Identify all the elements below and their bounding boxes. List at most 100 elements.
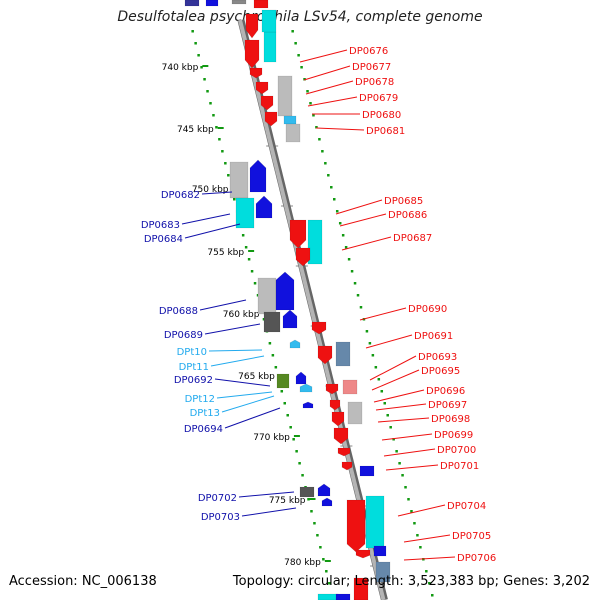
leader-line	[397, 504, 446, 517]
scale-dot	[330, 186, 333, 189]
scale-dot	[321, 150, 324, 153]
scale-dot	[262, 318, 266, 321]
scale-dot	[212, 114, 215, 117]
leader-line	[241, 507, 297, 517]
gene-feature	[373, 545, 387, 557]
scale-dot	[312, 114, 315, 117]
scale-dot	[425, 570, 428, 573]
gene-label: DP0685	[384, 196, 423, 207]
gene-feature	[205, 0, 219, 7]
scale-dot	[338, 222, 342, 225]
gene-feature	[283, 115, 297, 125]
gene-feature	[317, 345, 333, 365]
scale-dot	[416, 534, 419, 537]
leader-line	[375, 403, 427, 411]
gene-feature	[245, 13, 259, 39]
scale-dot	[247, 258, 251, 261]
scale-dot	[395, 450, 398, 453]
gene-label: DP0681	[366, 126, 405, 137]
leader-line	[224, 407, 281, 429]
scale-dot	[319, 546, 322, 549]
scale-dot	[227, 174, 230, 177]
leader-line	[199, 299, 247, 311]
scale-dot	[221, 150, 224, 153]
gene-label: DP0688	[159, 306, 198, 317]
scale-label: 765 kbp	[238, 372, 275, 382]
scale-dot	[341, 234, 345, 237]
scale-dot	[197, 54, 200, 57]
gene-feature	[249, 67, 263, 79]
gene-label: DP0686	[388, 210, 427, 221]
gene-label: DP0702	[198, 493, 237, 504]
gene-label: DP0684	[144, 234, 183, 245]
scale-dot	[353, 282, 357, 285]
gene-label: DP0693	[418, 352, 457, 363]
gene-feature	[253, 0, 269, 9]
gene-label: DP0704	[447, 501, 486, 512]
leader-line	[305, 80, 354, 95]
scale-dot	[200, 66, 203, 69]
gene-feature	[335, 593, 351, 600]
gene-feature	[375, 561, 391, 583]
leader-line	[210, 355, 265, 367]
scale-dot	[419, 546, 422, 549]
scale-dot	[203, 78, 206, 81]
genome-title: Desulfotalea psychrophila LSv54, complet…	[117, 9, 483, 25]
leader-line	[377, 417, 430, 423]
scale-dot	[413, 522, 416, 525]
gene-feature	[321, 497, 333, 507]
scale-label: 775 kbp	[269, 496, 306, 506]
gene-feature	[282, 309, 298, 329]
scale-dot	[356, 294, 360, 297]
scale-dot	[194, 42, 197, 45]
scale-dot	[306, 90, 309, 93]
scale-dot	[291, 30, 294, 33]
gene-feature	[299, 486, 315, 498]
leader-line	[403, 556, 456, 561]
leader-line	[238, 491, 295, 498]
gene-feature	[244, 39, 260, 69]
scale-dot	[253, 282, 257, 285]
gene-label: DP0692	[174, 375, 213, 386]
gene-label: DP0699	[434, 430, 473, 441]
gene-feature	[257, 277, 277, 315]
scale-dot	[286, 414, 289, 417]
scale-dot	[327, 174, 330, 177]
scale-label: 750 kbp	[192, 185, 229, 195]
scale-dot	[335, 210, 339, 213]
leader-line	[184, 223, 241, 239]
gene-label: DP0676	[349, 46, 388, 57]
scale-dot	[309, 102, 312, 105]
gene-label: DP0687	[393, 233, 432, 244]
gene-feature	[263, 311, 281, 333]
gene-feature	[302, 401, 314, 409]
gene-label: DP0695	[421, 366, 460, 377]
gene-label: DPt13	[190, 408, 220, 419]
scale-dot	[241, 234, 245, 237]
scale-dot	[271, 354, 275, 357]
scale-dot	[431, 594, 434, 597]
gene-feature	[347, 401, 363, 425]
gene-label: DP0706	[457, 553, 496, 564]
scale-dot	[333, 198, 336, 201]
scale-dot	[344, 246, 348, 249]
gene-feature	[331, 411, 345, 427]
scale-dot	[401, 474, 404, 477]
gene-feature	[346, 499, 366, 553]
scale-label: 780 kbp	[284, 558, 321, 568]
scale-dot	[371, 354, 375, 357]
scale-dot	[359, 306, 363, 309]
gene-label: DP0705	[452, 531, 491, 542]
leader-line	[365, 334, 413, 349]
gene-label: DPt12	[185, 394, 215, 405]
gene-track	[184, 0, 391, 600]
gene-feature	[263, 31, 277, 63]
scale-dot	[316, 534, 319, 537]
gene-label: DP0696	[426, 386, 465, 397]
leader-line	[381, 433, 433, 441]
scale-dot	[313, 522, 316, 525]
gene-label: DP0680	[362, 110, 401, 121]
leader-line	[335, 199, 383, 215]
gene-label: DP0691	[414, 331, 453, 342]
